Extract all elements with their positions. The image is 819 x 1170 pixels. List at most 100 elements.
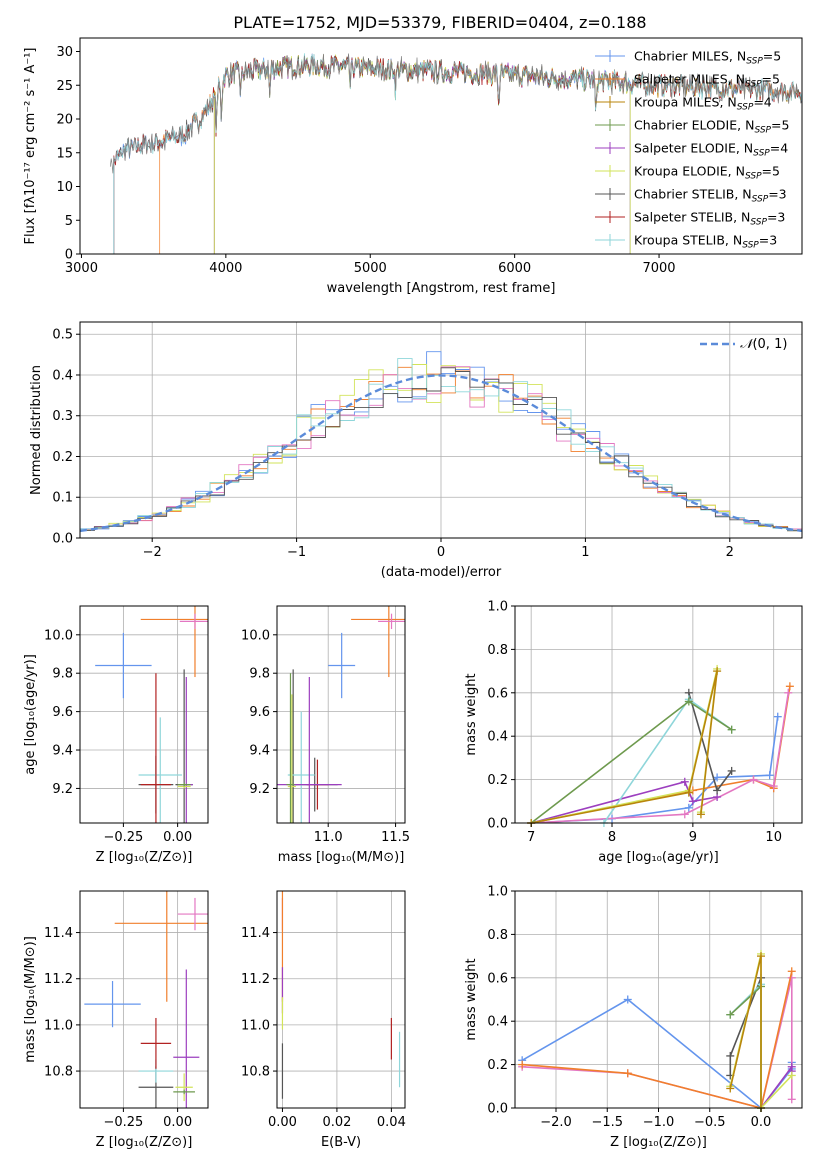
axes-frame xyxy=(514,605,803,824)
y-tick-label: 11.0 xyxy=(44,1018,73,1033)
y-tick-label: 9.8 xyxy=(52,667,73,682)
x-tick-label: 5000 xyxy=(354,261,387,276)
legend-label: Kroupa ELODIE, NSSP=5 xyxy=(634,164,780,182)
y-tick-label: 9.6 xyxy=(52,705,73,720)
y-tick-label: 11.4 xyxy=(44,926,73,941)
x-tick-label: 11.0 xyxy=(314,830,343,845)
y-tick-label: 0.8 xyxy=(487,643,508,658)
y-axis-label: age [log₁₀(age/yr)] xyxy=(23,654,38,775)
histogram-step xyxy=(80,367,802,533)
y-axis-label: mass [log₁₀(M/M⊙)] xyxy=(23,936,38,1063)
x-tick-label: −1.0 xyxy=(643,1115,675,1130)
x-tick-label: −1 xyxy=(287,545,306,560)
y-tick-label: 5 xyxy=(65,214,73,229)
y-tick-label: 9.8 xyxy=(249,667,270,682)
histograms xyxy=(80,351,802,534)
errorbars xyxy=(281,891,401,1099)
y-tick-label: 0.4 xyxy=(52,368,73,383)
x-axis-label: age [log₁₀(age/yr)] xyxy=(598,850,719,865)
y-axis-label: Flux [fλ10⁻¹⁷ erg cm⁻² s⁻¹ A⁻¹] xyxy=(23,48,38,245)
weight-line xyxy=(531,716,779,824)
legend-label-sub: SSP xyxy=(752,195,769,205)
legend-label-main: Salpeter MILES, N xyxy=(634,72,745,87)
y-tick-label: 0.0 xyxy=(52,532,73,547)
axes-frame xyxy=(276,890,406,1109)
legend-label-main: Salpeter STELIB, N xyxy=(634,210,750,225)
y-tick-label: 0.4 xyxy=(487,1015,508,1030)
weight-line xyxy=(729,977,762,1108)
weight-series xyxy=(518,949,796,1112)
legend-label: Kroupa MILES, NSSP=4 xyxy=(634,95,772,113)
legend-label-sub: SSP xyxy=(745,80,762,90)
x-tick-label: 8 xyxy=(608,830,616,845)
axes-frame xyxy=(79,890,209,1109)
y-tick-label: 0.2 xyxy=(52,450,73,465)
y-axis-label: mass weight xyxy=(464,958,479,1040)
y-tick-label: 15 xyxy=(56,146,73,161)
y-tick-label: 0 xyxy=(65,248,73,263)
y-tick-label: 0.5 xyxy=(52,328,73,343)
legend-label-end: =5 xyxy=(763,49,781,64)
y-axis-label: Normed distribution xyxy=(29,365,44,495)
y-axis-label: mass weight xyxy=(464,673,479,755)
legend-label-main: Kroupa ELODIE, N xyxy=(634,164,745,179)
y-tick-label: 0.2 xyxy=(487,773,508,788)
y-tick-label: 10.0 xyxy=(241,628,270,643)
y-tick-label: 30 xyxy=(56,45,73,60)
spectrum-lines xyxy=(109,53,802,254)
y-tick-label: 20 xyxy=(56,113,73,128)
legend-label-end: =5 xyxy=(771,118,789,133)
panel-residuals: −2 −1 0 1 2 0.0 0.1 0.2 0.3 0.4 0.5 (data-model)/er… xyxy=(29,321,803,580)
panel-age-vs-Z: −0.25 0.00 9.2 9.4 9.6 9.8 10.0 Z [log₁₀(Z/Z⊙)]… xyxy=(23,605,209,865)
legend-label: Salpeter STELIB, NSSP=3 xyxy=(634,210,785,228)
errorbars xyxy=(95,606,208,823)
legend-label: Salpeter ELODIE, NSSP=4 xyxy=(634,141,788,159)
y-tick-label: 0.8 xyxy=(487,928,508,943)
y-tick-label: 1.0 xyxy=(487,600,508,615)
spectrum-series-line xyxy=(213,55,631,254)
x-tick-label: −1.5 xyxy=(591,1115,623,1130)
y-tick-label: 10.8 xyxy=(44,1065,73,1080)
legend-label: Kroupa STELIB, NSSP=3 xyxy=(634,233,777,251)
x-tick-label: 0.02 xyxy=(322,1115,351,1130)
legend-label-end: =5 xyxy=(762,164,780,179)
x-tick-label: −0.25 xyxy=(103,1115,143,1130)
panel-massweight-vs-age: 7 8 9 10 0.0 0.2 0.4 0.6 0.8 1.0 age [log₁₀(age/yr… xyxy=(464,600,803,865)
x-tick-label: 1 xyxy=(581,545,589,560)
legend-label-sub: SSP xyxy=(754,126,771,136)
y-tick-label: 0.1 xyxy=(52,491,73,506)
legend-label: Chabrier STELIB, NSSP=3 xyxy=(634,187,787,205)
legend-label-sub: SSP xyxy=(745,172,762,182)
legend-label-rest: (0, 1) xyxy=(752,337,787,352)
legend-label-main: Salpeter ELODIE, N xyxy=(634,141,753,156)
legend-label: 𝒩(0, 1) xyxy=(740,337,787,352)
axes-frame xyxy=(276,605,406,824)
x-tick-label: 4000 xyxy=(209,261,242,276)
y-tick-label: 0.6 xyxy=(487,971,508,986)
panel-massweight-vs-Z: −2.0 −1.5 −1.0 −0.5 0.0 0.0 0.2 0.4 0.6 0.8 1.0 Z [… xyxy=(464,885,803,1150)
legend-label: Chabrier ELODIE, NSSP=5 xyxy=(634,118,789,136)
x-tick-label: 7 xyxy=(527,830,535,845)
x-axis-label: Z [log₁₀(Z/Z⊙)] xyxy=(610,1135,707,1150)
axes-frame xyxy=(79,605,209,824)
legend-label-main: Chabrier STELIB, N xyxy=(634,187,752,202)
legend-label-main: Kroupa STELIB, N xyxy=(634,233,742,248)
legend-label-main: Kroupa MILES, N xyxy=(634,95,737,110)
legend-label-sub: SSP xyxy=(742,241,759,251)
legend-label-main: Chabrier ELODIE, N xyxy=(634,118,754,133)
panels: 3000 4000 5000 6000 7000051015202530waveleng… xyxy=(23,37,803,1150)
weight-line xyxy=(521,998,793,1110)
legend-label-end: =3 xyxy=(759,233,777,248)
y-tick-label: 1.0 xyxy=(487,885,508,900)
x-axis-label: wavelength [Angstrom, rest frame] xyxy=(327,281,556,296)
y-tick-label: 9.2 xyxy=(249,782,270,797)
x-tick-label: 0.00 xyxy=(268,1115,297,1130)
panel-mass-vs-Z: −0.25 0.00 10.8 11.0 11.2 11.4 Z [log₁₀(Z/Z⊙)]… xyxy=(23,890,209,1150)
x-tick-label: 0.04 xyxy=(377,1115,406,1130)
x-axis-label: Z [log₁₀(Z/Z⊙)] xyxy=(96,850,193,865)
weight-line xyxy=(522,971,793,1109)
x-tick-label: 9 xyxy=(689,830,697,845)
x-tick-label: 7000 xyxy=(642,261,675,276)
y-tick-label: 11.0 xyxy=(241,1018,270,1033)
